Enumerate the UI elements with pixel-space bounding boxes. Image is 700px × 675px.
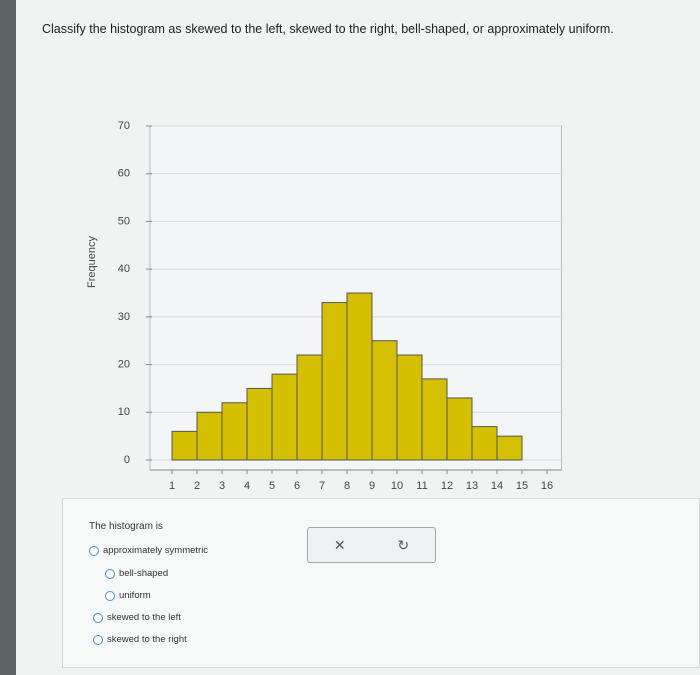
answer-choice[interactable]: approximately symmetric [89,545,208,556]
bar [396,354,423,461]
screen-edge [0,0,16,675]
y-tick-label: 60 [118,168,130,180]
y-tick-label: 0 [124,454,130,466]
x-tick-label: 11 [416,480,427,492]
bar [496,435,523,461]
x-tick-label: 3 [219,480,225,492]
radio-button[interactable] [105,590,115,601]
x-tick-label: 14 [491,480,503,492]
answer-choice[interactable]: uniform [105,590,151,601]
reset-button[interactable]: ↻ [397,536,410,553]
answer-panel: The histogram is ✕ ↻ approximately symmet… [62,498,700,668]
bar [271,373,298,461]
answer-intro: The histogram is [89,521,163,532]
x-tick-label: 4 [244,480,250,492]
button-group: ✕ ↻ [307,527,436,563]
x-tick-label: 2 [194,480,200,492]
y-tick-label: 50 [118,215,130,227]
bar [371,340,398,461]
bar [171,430,198,461]
x-tick-label: 15 [516,480,528,492]
bar [246,387,273,461]
bar [471,426,498,461]
y-tick-label: 30 [118,311,130,323]
bar [221,402,248,461]
radio-button[interactable] [89,545,99,556]
answer-choice[interactable]: skewed to the left [93,612,181,623]
y-tick-label: 20 [118,358,130,370]
x-tick-label: 8 [344,480,350,492]
answer-choice[interactable]: skewed to the right [93,634,187,645]
y-tick-label: 40 [118,263,130,275]
question: Classify the histogram as skewed to the … [42,22,614,36]
choice-label: bell-shaped [119,568,169,579]
bar [296,354,323,461]
choice-label: skewed to the right [107,634,187,645]
x-tick-label: 5 [269,480,275,492]
x-tick-label: 12 [441,480,453,492]
radio-button[interactable] [93,612,103,623]
choice-label: uniform [119,590,151,601]
bar [421,378,448,461]
choice-label: skewed to the left [107,612,181,623]
x-tick-label: 6 [294,480,300,492]
clear-button[interactable]: ✕ [333,536,346,553]
x-tick-label: 10 [391,480,403,492]
x-tick-label: 16 [541,480,553,492]
x-tick-label: 1 [169,480,175,492]
bar [196,411,223,461]
choice-label: approximately symmetric [103,545,209,556]
y-axis-label: Frequency [86,236,98,288]
answer-choice[interactable]: bell-shaped [105,568,168,579]
radio-button[interactable] [105,568,115,579]
x-tick-label: 13 [466,480,478,492]
bar [446,397,473,461]
y-tick-label: 10 [118,406,130,418]
x-tick-label: 7 [319,480,325,492]
x-tick-label: 9 [369,480,375,492]
bar [321,302,348,461]
radio-button[interactable] [93,634,103,645]
bar [346,292,373,461]
y-tick-label: 70 [118,120,130,132]
